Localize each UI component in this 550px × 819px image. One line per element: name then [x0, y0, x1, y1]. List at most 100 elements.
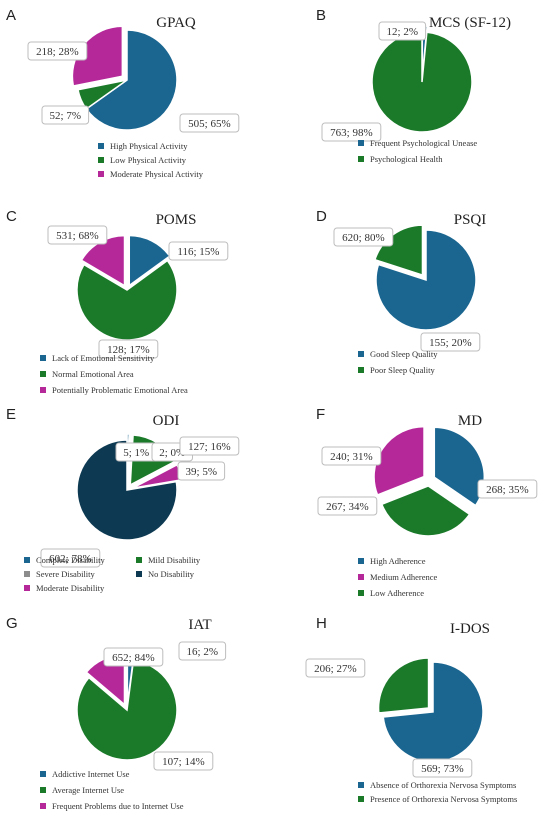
legend-swatch-good-sleep-quality [358, 351, 364, 357]
panel-a: A GPAQ 505; 65% 52; 7% 218; 28% High Physical… [6, 7, 240, 179]
legend-label-frequent-problems-due-to-internet-use: Frequent Problems due to Internet Use [52, 801, 184, 811]
data-label-low-physical-activity: 52; 7% [41, 105, 90, 125]
data-label-low-adherence: 267; 34% [317, 496, 378, 516]
data-label-frequent-psychological-unease: 12; 2% [378, 21, 427, 41]
data-label-box [27, 41, 88, 61]
data-label-box [333, 227, 394, 247]
data-label-box [178, 641, 227, 661]
data-label-text: 107; 14% [162, 756, 204, 768]
panel-b: B MCS (SF-12) 12; 2% 763; 98%Frequent Psych… [316, 7, 511, 164]
data-label-box [321, 446, 382, 466]
data-label-box [321, 122, 382, 142]
legend: High Physical Activity Low Physical Activ… [98, 141, 204, 179]
data-label-box [153, 751, 214, 771]
legend-swatch-complete-disability [24, 557, 30, 563]
data-label-lack-of-emotional-sensitivity: 116; 15% [168, 241, 229, 261]
pie-slice-psychological-health [371, 31, 473, 133]
data-label-presence-of-orthorexia-nervosa-symptoms: 206; 27% [305, 658, 366, 678]
data-label-box [179, 113, 240, 133]
data-label-box [168, 241, 229, 261]
legend-swatch-low-adherence [358, 590, 364, 596]
pie-slice-medium-adherence [373, 425, 425, 496]
data-label-text: 12; 2% [387, 26, 418, 38]
legend-label-absence-of-orthorexia-nervosa-symptoms: Absence of Orthorexia Nervosa Symptoms [370, 780, 516, 790]
data-label-text: 16; 2% [187, 646, 218, 658]
data-label-box [477, 479, 538, 499]
pie-slice-normal-emotional-area [76, 259, 178, 341]
data-label-poor-sleep-quality: 155; 20% [420, 332, 481, 352]
panel-f: F MD 268; 35% 267; 34% 240; 31% High Adherenc… [316, 406, 538, 598]
legend-swatch-average-internet-use [40, 787, 46, 793]
data-label-text: 505; 65% [188, 118, 230, 130]
data-label-text: 620; 80% [342, 232, 384, 244]
legend-label-psychological-health: Psychological Health [370, 154, 443, 164]
data-label-text: 267; 34% [326, 501, 368, 513]
legend: High Adherence Medium Adherence Low Adhere… [358, 556, 437, 598]
legend: Complete Disability Mild Disability Severe… [24, 555, 201, 593]
legend-swatch-psychological-health [358, 156, 364, 162]
data-label-text: 240; 31% [330, 451, 372, 463]
data-label-text: 206; 27% [314, 663, 356, 675]
legend-swatch-high-adherence [358, 558, 364, 564]
panel-letter: D [316, 208, 327, 225]
pie-slice-high-adherence [433, 426, 486, 507]
chart-title: MCS (SF-12) [429, 15, 511, 31]
legend-swatch-poor-sleep-quality [358, 367, 364, 373]
legend-swatch-moderate-disability [24, 585, 30, 591]
legend-label-presence-of-orthorexia-nervosa-symptoms: Presence of Orthorexia Nervosa Symptoms [370, 794, 517, 804]
chart-title: POMS [156, 212, 197, 228]
data-label-text: 763; 98% [330, 127, 372, 139]
data-label-box [177, 461, 226, 481]
pie-slice-presence-of-orthorexia-nervosa-symptoms [377, 657, 430, 714]
legend-label-addictive-internet-use: Addictive Internet Use [52, 769, 130, 779]
data-label-text: 128; 17% [107, 344, 149, 356]
chart-title: I-DOS [450, 621, 490, 637]
data-label-moderate-physical-activity: 218; 28% [27, 41, 88, 61]
data-label-text: 127; 16% [188, 441, 230, 453]
legend-label-high-physical-activity: High Physical Activity [110, 141, 188, 151]
legend-swatch-mild-disability [136, 557, 142, 563]
panel-letter: G [6, 615, 18, 632]
legend-label-good-sleep-quality: Good Sleep Quality [370, 349, 438, 359]
chart-title: PSQI [454, 212, 487, 228]
data-label-text: 569; 73% [421, 763, 463, 775]
data-label-text: 5; 1% [123, 447, 149, 459]
data-label-medium-adherence: 240; 31% [321, 446, 382, 466]
data-label-potentially-problematic-emotional-area: 128; 17% [98, 339, 159, 359]
legend-swatch-absence-of-orthorexia-nervosa-symptoms [358, 782, 364, 788]
panel-h: H I-DOS 569; 73% 206; 27% Absence of Orthore… [305, 615, 517, 804]
legend-label-lack-of-emotional-sensitivity: Lack of Emotional Sensitivity [52, 353, 155, 363]
data-label-box [98, 339, 159, 359]
legend-label-normal-emotional-area: Normal Emotional Area [52, 369, 134, 379]
data-label-box [103, 647, 164, 667]
data-label-good-sleep-quality: 620; 80% [333, 227, 394, 247]
data-label-box [420, 332, 481, 352]
legend-swatch-moderate-physical-activity [98, 171, 104, 177]
legend-label-average-internet-use: Average Internet Use [52, 785, 124, 795]
legend-label-moderate-physical-activity: Moderate Physical Activity [110, 169, 204, 179]
legend-label-severe-disability: Severe Disability [36, 569, 96, 579]
legend-swatch-high-physical-activity [98, 143, 104, 149]
legend: Lack of Emotional Sensitivity Normal Emot… [40, 353, 188, 395]
legend-swatch-frequent-psychological-unease [358, 140, 364, 146]
legend-label-no-disability: No Disability [148, 569, 195, 579]
chart-title: MD [458, 413, 482, 429]
panel-letter: A [6, 7, 16, 24]
data-label-normal-emotional-area: 531; 68% [47, 225, 108, 245]
data-label-box [378, 21, 427, 41]
data-label-text: 52; 7% [50, 110, 81, 122]
data-label-box [305, 658, 366, 678]
data-label-box [317, 496, 378, 516]
data-label-text: 116; 15% [177, 246, 219, 258]
legend-swatch-normal-emotional-area [40, 371, 46, 377]
data-label-text: 39; 5% [186, 466, 217, 478]
legend-label-frequent-psychological-unease: Frequent Psychological Unease [370, 138, 477, 148]
pie-slice-no-disability [76, 439, 178, 541]
panel-letter: H [316, 615, 327, 632]
panel-e: E ODI 5; 1% 2; 0% 127; 16% 39; 5% 602; 78%Comp… [6, 406, 240, 593]
data-label-text: 2; 0% [159, 447, 185, 459]
legend-label-low-adherence: Low Adherence [370, 588, 424, 598]
panel-c: C POMS 116; 15% 531; 68% 128; 17%Lack of Emo… [6, 208, 229, 395]
pie-slice-absence-of-orthorexia-nervosa-symptoms [382, 661, 484, 763]
